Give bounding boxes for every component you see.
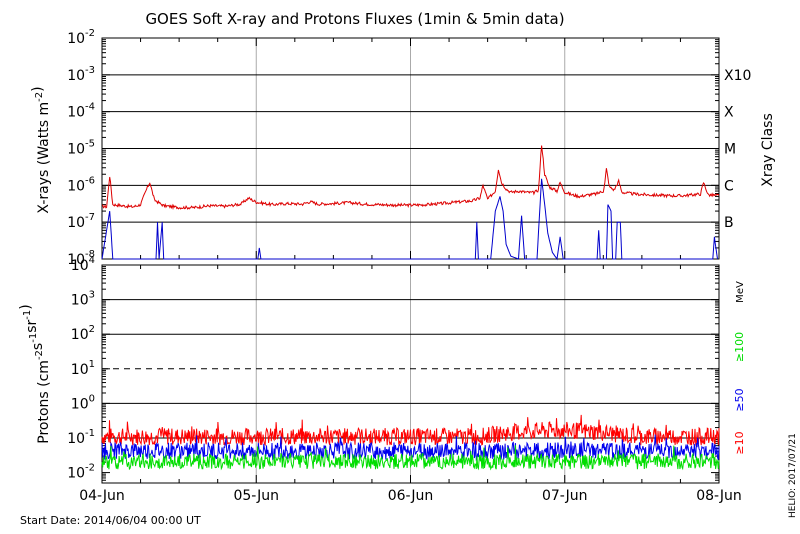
proton-y-tick-label: 10-2 [67,463,95,482]
x-tick-label: 05-Jun [233,488,279,504]
x-tick-label: 08-Jun [696,488,742,504]
xray-long-series-line [102,145,720,211]
xray-y-tick-label: 10-2 [67,28,95,47]
xray-y-tick-label: 10-5 [67,139,95,158]
xray-class-label: X10 [724,68,751,84]
proton-y-tick-label: 10-1 [67,428,95,447]
xray-class-label: M [724,142,736,158]
proton-frame [101,264,720,484]
xray-y-tick-label: 10-6 [67,175,95,194]
proton-legend-label: ≥10 [733,431,746,454]
xray-y-tick-label: 10-4 [67,102,95,121]
proton-y-tick-label: 104 [71,255,95,274]
proton-series-line [101,434,720,462]
chart-title: GOES Soft X-ray and Protons Fluxes (1min… [145,10,564,28]
proton-panel: 10-2 10-1 100 101 102 103 104 Protons (cm-2s-1s… [18,255,746,504]
xray-panel: 10-8 10-7 10-6 10-5 10-4 10-3 10-2 X-rays (Watt… [30,28,776,268]
xray-y-tick-label: 10-7 [67,212,95,231]
start-date: Start Date: 2014/06/04 00:00 UT [20,514,201,527]
xray-y-axis-label: X-rays (Watts m-2) [30,86,52,213]
xray-short-series-line [101,178,718,261]
xray-class-label: C [724,178,734,194]
proton-energy-axis-title: MeV [735,281,746,303]
x-tick-label: 06-Jun [388,488,434,504]
credit-text: HELIO: 2017/07/21 [788,433,798,518]
proton-legend-label: ≥100 [733,332,746,362]
proton-series-line [101,414,720,447]
x-tick-label: 07-Jun [542,488,588,504]
proton-y-tick-label: 100 [71,393,95,412]
xray-class-axis-title: Xray Class [760,113,776,187]
proton-y-tick-label: 102 [71,324,95,343]
xray-class-label: X [724,105,734,121]
proton-y-axis-label: Protons (cm-2s-1sr-1) [18,304,52,443]
xray-y-tick-label: 10-3 [67,65,95,84]
proton-series-line [101,445,720,471]
proton-y-tick-label: 101 [71,359,95,378]
proton-y-tick-label: 103 [71,290,95,309]
proton-legend-label: ≥50 [733,388,746,411]
xray-class-label: B [724,215,734,231]
x-tick-label: 04-Jun [79,488,125,504]
xray-y-tick-label: 10-8 [67,249,95,268]
